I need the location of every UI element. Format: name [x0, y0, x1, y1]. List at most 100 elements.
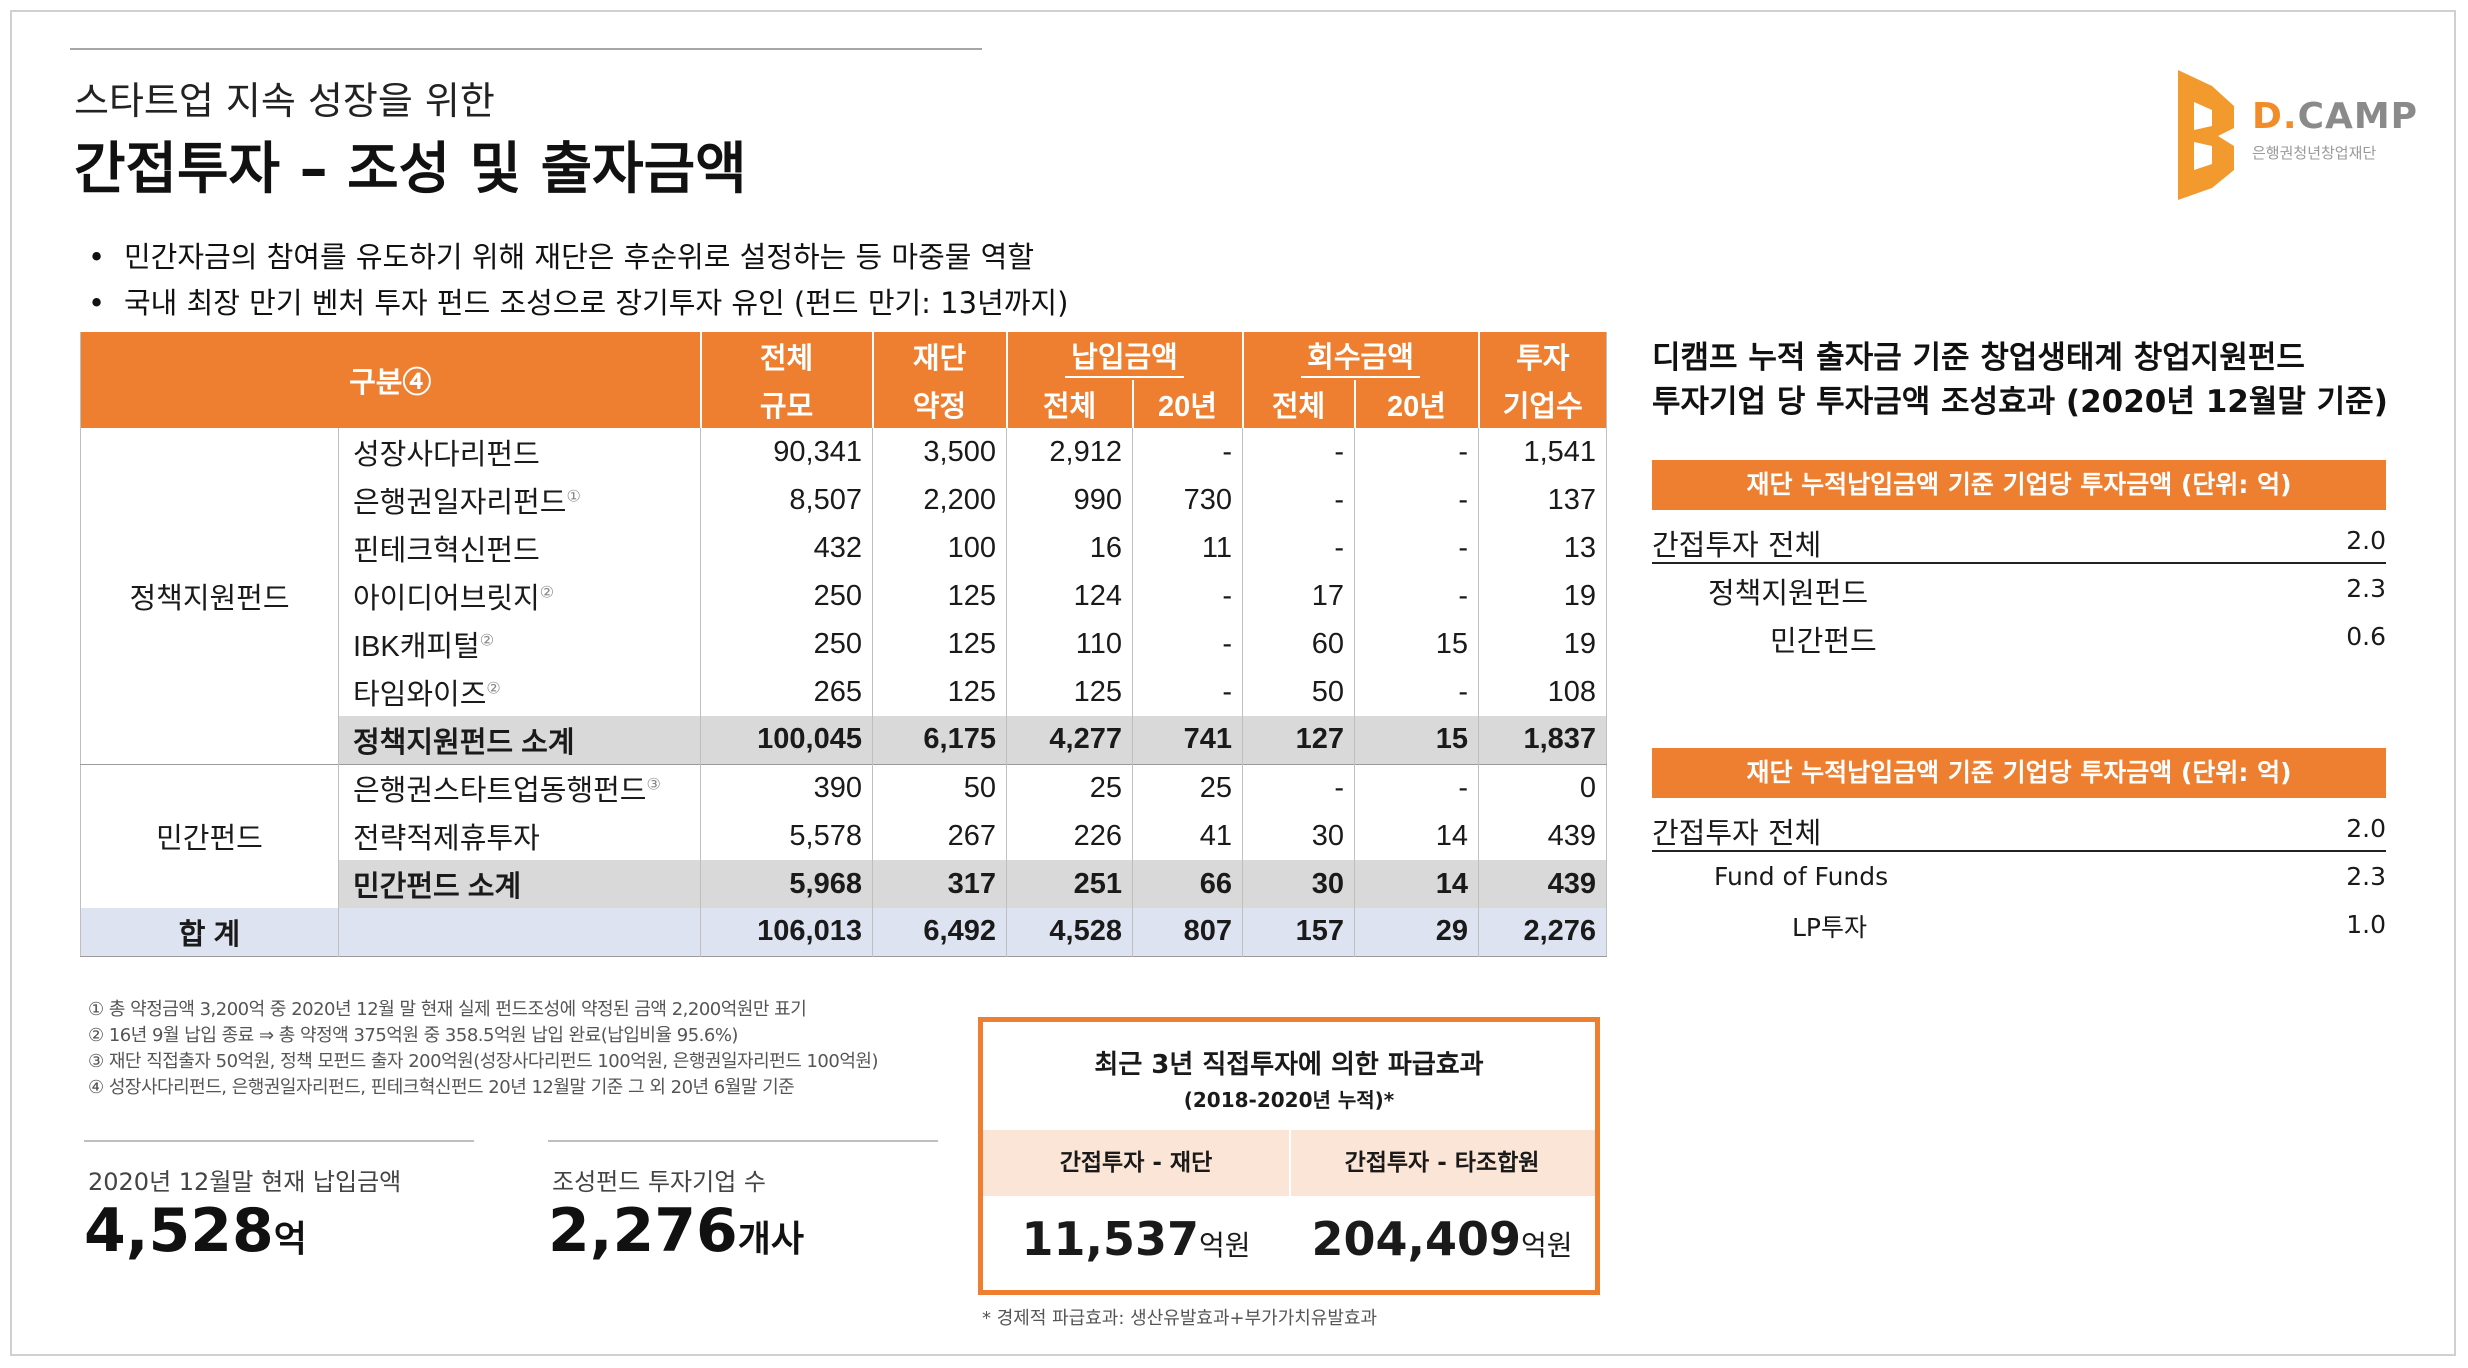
- cell-size: 265: [700, 668, 873, 716]
- stat-paid: 4,528억: [84, 1196, 307, 1266]
- total-blank: [338, 908, 701, 956]
- cell-fund-name: 은행권일자리펀드①: [339, 476, 701, 524]
- cell-cnt: 1,541: [1478, 428, 1607, 476]
- cell-paid: 16: [1006, 524, 1133, 572]
- cell-rec20: -: [1354, 668, 1479, 716]
- cell-cnt: 1,837: [1478, 716, 1607, 764]
- impact-divider: [1289, 1130, 1291, 1196]
- cell-paid20: 25: [1131, 763, 1243, 812]
- col-invest-2: 기업수: [1477, 380, 1607, 428]
- cell-size: 250: [700, 620, 873, 668]
- fund-name: 아이디어브릿지: [353, 583, 540, 615]
- cell-cnt: 0: [1478, 763, 1607, 812]
- cell-rec20: 14: [1354, 812, 1479, 860]
- cell-paid20: 66: [1131, 860, 1243, 908]
- cell-rec: 17: [1242, 572, 1355, 620]
- subtotal-row: 민간펀드 소계 5,968 317 251 66 30 14 439: [81, 860, 1607, 908]
- fund-name: 은행권스타트업동행펀드: [353, 775, 647, 808]
- cell-size: 100,045: [700, 716, 873, 764]
- group-label: 민간펀드: [80, 763, 339, 908]
- cell-cnt: 2,276: [1478, 908, 1607, 956]
- stat-companies-value: 2,276: [548, 1196, 738, 1266]
- footnote-marker: ②: [486, 680, 501, 698]
- total-label: 합 계: [80, 908, 339, 956]
- cell-paid20: -: [1131, 620, 1243, 668]
- cell-paid20: 11: [1131, 524, 1243, 572]
- subtotal-row: 정책지원펀드 소계 100,045 6,175 4,277 741 127 15 1,837: [81, 716, 1607, 764]
- row-value: 2.3: [2346, 574, 2386, 603]
- footnotes: ① 총 약정금액 3,200억 중 2020년 12월 말 현재 실제 펀드조성…: [88, 997, 878, 1101]
- cell-size: 390: [700, 763, 873, 812]
- col-foundation: 재단: [871, 332, 1007, 380]
- box2-row: Fund of Funds 2.3: [1652, 852, 2386, 898]
- cell-commit: 3,500: [872, 428, 1007, 476]
- page-subtitle: 스타트업 지속 성장을 위한: [74, 79, 495, 123]
- cell-fund-name: 핀테크혁신펀드: [339, 524, 701, 572]
- fund-table: 구분④ 전체 재단 납입금액 회수금액 투자 규모 약정 전체 20년 전체 2…: [80, 332, 1608, 957]
- impact-col2: 204,409억원: [1289, 1212, 1595, 1266]
- box2-header-bar: 재단 누적납입금액 기준 기업당 투자금액 (단위: 억): [1652, 748, 2386, 798]
- table-row: 정책지원펀드 성장사다리펀드 90,341 3,500 2,912- - -1,541: [80, 428, 1607, 764]
- stat-companies-label: 조성펀드 투자기업 수: [552, 1168, 766, 1196]
- bullet-item: 민간자금의 참여를 유도하기 위해 재단은 후순위로 설정하는 등 마중물 역할: [88, 234, 1068, 280]
- logo-prefix: D.: [2252, 96, 2298, 137]
- footnote-marker: ③: [646, 776, 661, 794]
- fund-name: IBK캐피털: [353, 631, 480, 663]
- box2-row: LP투자 1.0: [1652, 900, 2386, 946]
- footnote-marker: ①: [566, 488, 581, 506]
- impact-box: 최근 3년 직접투자에 의한 파급효과 (2018-2020년 누적)* 간접투…: [978, 1017, 1600, 1295]
- col-recovery: 회수금액: [1241, 332, 1479, 380]
- stat-paid-value: 4,528: [84, 1196, 274, 1266]
- cell-rec: 50: [1242, 668, 1355, 716]
- table-row: 민간펀드 은행권스타트업동행펀드③ 390 50 25 25- -0: [80, 763, 1607, 908]
- col-paid-20: 20년: [1131, 380, 1243, 428]
- cell-commit: 100: [872, 524, 1007, 572]
- col-foundation-2: 약정: [871, 380, 1007, 428]
- impact-col1: 11,537억원: [983, 1212, 1289, 1266]
- cell-rec20: -: [1354, 572, 1479, 620]
- cell-paid20: 741: [1131, 716, 1243, 764]
- cell-rec20: -: [1354, 763, 1479, 812]
- fund-name: 민간펀드 소계: [353, 871, 522, 903]
- grand-total-row: 합 계 106,013 6,492 4,528 807 157 29 2,276: [80, 908, 1607, 956]
- table-row: 핀테크혁신펀드 432 100 16 11- -13: [81, 524, 1607, 572]
- footnote: ③ 재단 직접출자 50억원, 정책 모펀드 출자 200억원(성장사다리펀드 …: [88, 1051, 878, 1072]
- row-value: 2.0: [2346, 526, 2386, 555]
- stat-rule: [84, 1140, 474, 1142]
- table-row: IBK캐피털② 250 125 110-60 15 19: [81, 620, 1607, 668]
- cell-fund-name: IBK캐피털②: [339, 620, 701, 668]
- cell-paid: 990: [1006, 476, 1133, 524]
- impact-col2-label: 간접투자 - 타조합원: [1344, 1150, 1540, 1176]
- logo-text: D.CAMP: [2252, 96, 2418, 137]
- table-row: 타임와이즈② 265 125 125-50-108: [81, 668, 1607, 716]
- cell-cnt: 19: [1478, 572, 1607, 620]
- box1-row: 정책지원펀드 2.3: [1652, 564, 2386, 610]
- cell-commit: 6,175: [872, 716, 1007, 764]
- top-rule: [70, 48, 982, 50]
- footnote: ④ 성장사다리펀드, 은행권일자리펀드, 핀테크혁신펀드 20년 12월말 기준…: [88, 1077, 795, 1098]
- footnote: ② 16년 9월 납입 종료 ⇒ 총 약정액 375억원 중 358.5억원 납…: [88, 1025, 738, 1046]
- cell-paid20: -: [1131, 668, 1243, 716]
- stat-companies-unit: 개사: [737, 1219, 805, 1260]
- cell-commit: 125: [872, 620, 1007, 668]
- impact-unit: 억원: [1198, 1229, 1251, 1262]
- row-value: 2.3: [2346, 862, 2386, 891]
- cell-fund-name: 전략적제휴투자: [339, 812, 701, 860]
- cell-commit: 50: [872, 763, 1007, 812]
- cell-fund-name: 정책지원펀드 소계: [338, 716, 701, 764]
- cell-rec: 157: [1242, 908, 1355, 956]
- box2-total-row: 간접투자 전체 2.0: [1652, 804, 2386, 852]
- logo-org: 은행권청년창업재단: [2252, 144, 2377, 162]
- cell-size: 8,507: [700, 476, 873, 524]
- cell-size: 90,341: [700, 428, 873, 476]
- cell-commit: 267: [872, 812, 1007, 860]
- impact-subtitle: (2018-2020년 누적)*: [1183, 1088, 1395, 1112]
- cell-rec20: -: [1354, 428, 1479, 476]
- fund-name: 은행권일자리펀드: [353, 487, 567, 519]
- col-recovery-20: 20년: [1353, 380, 1479, 428]
- cell-paid20: -: [1131, 428, 1243, 476]
- col-total-size: 전체: [699, 332, 873, 380]
- cell-paid: 125: [1006, 668, 1133, 716]
- table-row: 아이디어브릿지② 250 125 124-17-19: [81, 572, 1607, 620]
- cell-rec20: 14: [1354, 860, 1479, 908]
